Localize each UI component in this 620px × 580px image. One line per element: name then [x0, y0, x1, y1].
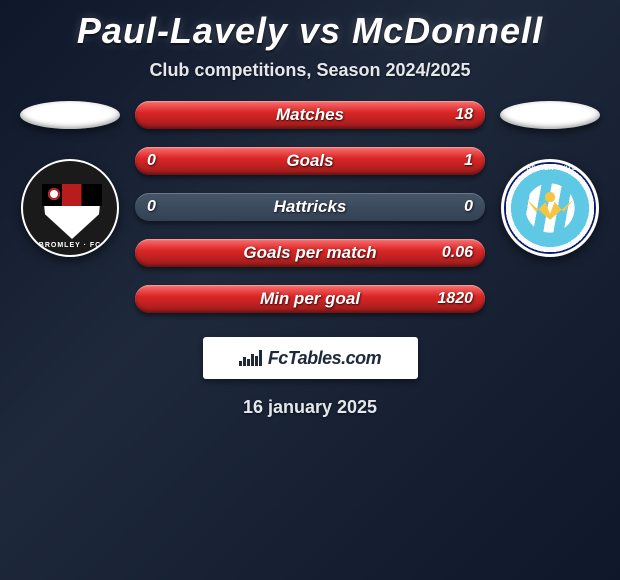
- right-player-avatar: [500, 101, 600, 129]
- stat-value-right: 0: [464, 193, 473, 221]
- stat-value-right: 1: [464, 147, 473, 175]
- brand-link[interactable]: FcTables.com: [203, 337, 418, 379]
- stat-label: Goals: [286, 151, 333, 171]
- page-title: Paul-Lavely vs McDonnell: [0, 10, 620, 52]
- sun-icon: [48, 188, 60, 200]
- left-club-badge: BROMLEY · FC: [21, 159, 119, 257]
- brand-label: FcTables.com: [268, 348, 381, 369]
- stat-label: Matches: [276, 105, 344, 125]
- stat-bar-hattricks: 0 Hattricks 0: [135, 193, 485, 221]
- stat-bar-mpg: Min per goal 1820: [135, 285, 485, 313]
- stat-value-right: 0.06: [442, 239, 473, 267]
- stat-label: Hattricks: [274, 197, 347, 217]
- stat-value-left: 0: [147, 193, 156, 221]
- left-player-avatar: [20, 101, 120, 129]
- stat-value-left: 0: [147, 147, 156, 175]
- left-club-ring-text: BROMLEY · FC: [23, 242, 117, 249]
- barchart-icon: [239, 350, 262, 366]
- eagle-icon: [527, 186, 573, 232]
- right-club-ring-text: COLCHESTER UNITED FC: [504, 166, 596, 172]
- stat-value-right: 18: [455, 101, 473, 129]
- stat-value-right: 1820: [437, 285, 473, 313]
- stat-bar-matches: Matches 18: [135, 101, 485, 129]
- subtitle: Club competitions, Season 2024/2025: [0, 60, 620, 81]
- stats-column: Matches 18 0 Goals 1 0 Hattricks 0 Goals…: [135, 101, 485, 313]
- stat-label: Min per goal: [260, 289, 360, 309]
- stat-bar-gpm: Goals per match 0.06: [135, 239, 485, 267]
- right-club-badge: COLCHESTER UNITED FC: [501, 159, 599, 257]
- date-text: 16 january 2025: [0, 397, 620, 418]
- stat-label: Goals per match: [243, 243, 376, 263]
- right-column: COLCHESTER UNITED FC: [495, 101, 605, 257]
- comparison-row: BROMLEY · FC Matches 18 0 Goals 1 0 Hatt…: [0, 101, 620, 313]
- stat-bar-goals: 0 Goals 1: [135, 147, 485, 175]
- left-column: BROMLEY · FC: [15, 101, 125, 257]
